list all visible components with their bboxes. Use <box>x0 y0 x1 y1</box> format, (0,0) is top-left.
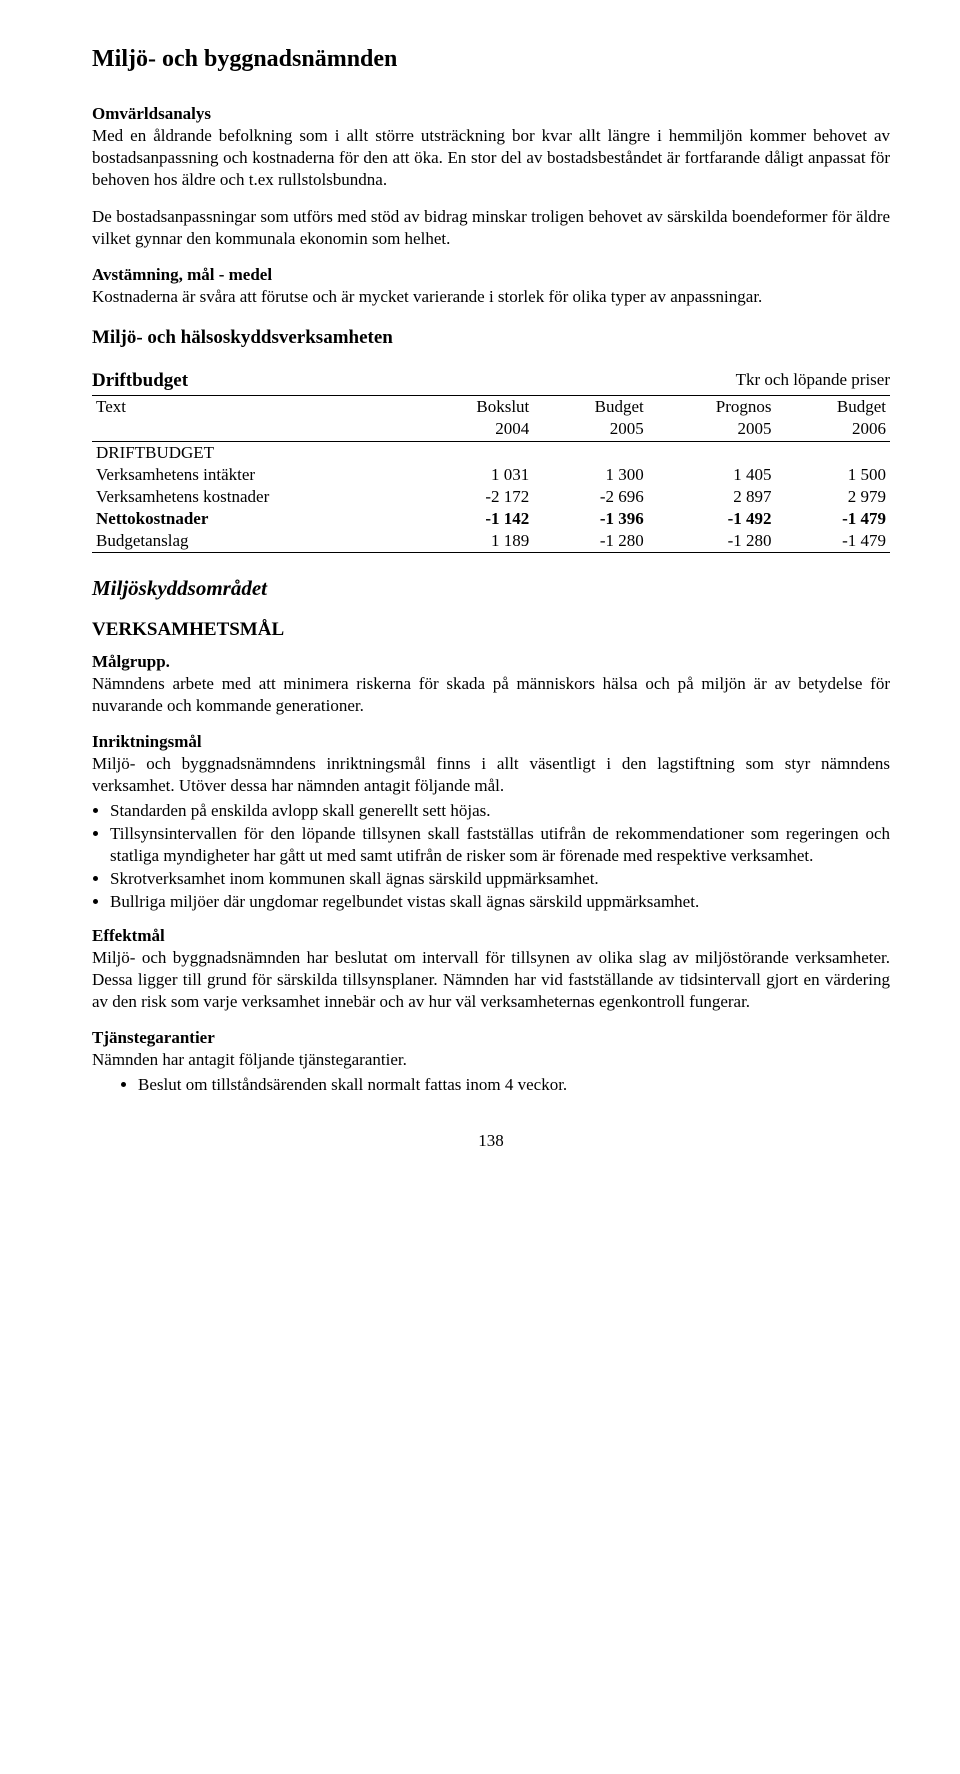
effektmal-head: Effektmål <box>92 926 165 945</box>
list-item: Tillsynsintervallen för den löpande till… <box>110 823 890 867</box>
section-miljoskydd-head: Miljöskyddsområdet <box>92 575 890 602</box>
col-text: Text <box>92 396 411 419</box>
table-row: Verksamhetens kostnader -2 172 -2 696 2 … <box>92 486 890 508</box>
section-avstamning-p1: Kostnaderna är svåra att förutse och är … <box>92 287 762 306</box>
tjanstegarantier-head: Tjänstegarantier <box>92 1028 215 1047</box>
inriktningsmal-text: Miljö- och byggnadsnämndens inriktningsm… <box>92 754 890 795</box>
tjanstegarantier-text: Nämnden har antagit följande tjänstegara… <box>92 1050 407 1069</box>
col-3b: 2006 <box>775 418 890 441</box>
tjanstegarantier-list: Beslut om tillståndsärenden skall normal… <box>92 1074 890 1096</box>
budget-title: Driftbudget <box>92 369 188 394</box>
budget-table: Text Bokslut Budget Prognos Budget 2004 … <box>92 395 890 553</box>
list-item: Skrotverksamhet inom kommunen skall ägna… <box>110 868 890 890</box>
section-miljohalso-head: Miljö- och hälsoskyddsverksamheten <box>92 326 890 351</box>
col-3a: Budget <box>775 396 890 419</box>
table-row: Verksamhetens intäkter 1 031 1 300 1 405… <box>92 464 890 486</box>
table-row: Budgetanslag 1 189 -1 280 -1 280 -1 479 <box>92 530 890 553</box>
inriktningsmal-list: Standarden på enskilda avlopp skall gene… <box>92 800 890 913</box>
table-row: Nettokostnader -1 142 -1 396 -1 492 -1 4… <box>92 508 890 530</box>
col-2a: Prognos <box>648 396 776 419</box>
section-verksamhetsmal-head: VERKSAMHETSMÅL <box>92 618 890 643</box>
col-1a: Budget <box>533 396 647 419</box>
section-omvarld-p2: De bostadsanpassningar som utförs med st… <box>92 206 890 250</box>
section-omvarld-p1: Med en åldrande befolkning som i allt st… <box>92 126 890 189</box>
col-0b: 2004 <box>411 418 533 441</box>
list-item: Bullriga miljöer där ungdomar regelbunde… <box>110 891 890 913</box>
section-avstamning-head: Avstämning, mål - medel <box>92 265 272 284</box>
page-number: 138 <box>92 1130 890 1152</box>
col-1b: 2005 <box>533 418 647 441</box>
budget-units: Tkr och löpande priser <box>736 369 890 394</box>
malgrupp-text: Nämndens arbete med att minimera riskern… <box>92 674 890 715</box>
budget-section-label: DRIFTBUDGET <box>92 441 411 464</box>
effektmal-text: Miljö- och byggnadsnämnden har beslutat … <box>92 948 890 1011</box>
section-omvarld-head: Omvärldsanalys <box>92 104 211 123</box>
inriktningsmal-head: Inriktningsmål <box>92 732 202 751</box>
document-title: Miljö- och byggnadsnämnden <box>92 44 890 75</box>
budget-header: Driftbudget Tkr och löpande priser <box>92 369 890 394</box>
col-0a: Bokslut <box>411 396 533 419</box>
list-item: Standarden på enskilda avlopp skall gene… <box>110 800 890 822</box>
col-2b: 2005 <box>648 418 776 441</box>
list-item: Beslut om tillståndsärenden skall normal… <box>138 1074 890 1096</box>
malgrupp-head: Målgrupp. <box>92 652 170 671</box>
